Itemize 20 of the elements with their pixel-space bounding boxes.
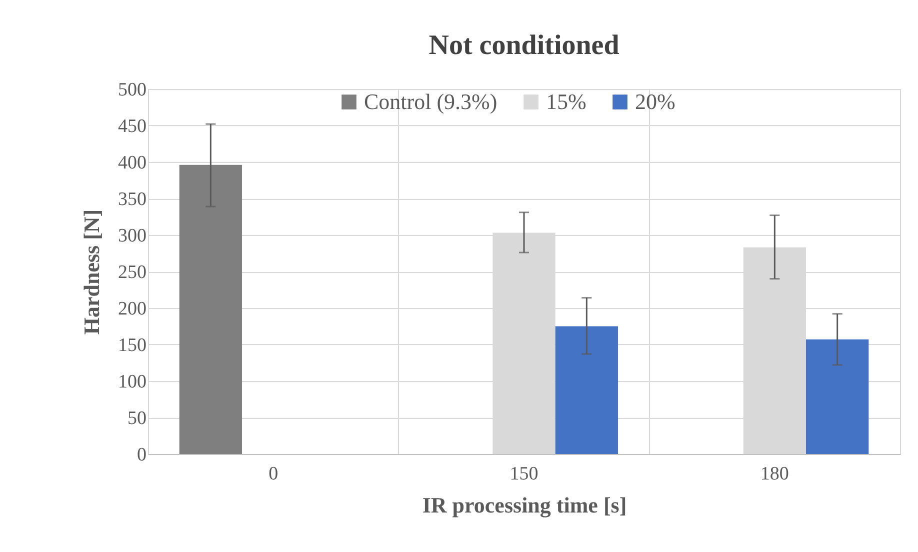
y-tick-label: 300 — [118, 226, 146, 246]
y-tick-label: 350 — [118, 189, 146, 210]
y-tick-label: 50 — [128, 408, 146, 429]
y-tick-label: 150 — [118, 335, 146, 356]
legend-label: 15% — [546, 89, 586, 114]
x-tick-label: 150 — [510, 464, 538, 484]
y-tick-label: 500 — [118, 80, 146, 100]
x-axis-title: IR processing time [s] — [422, 492, 627, 518]
x-tick-label: 180 — [760, 464, 789, 484]
y-axis-title: Hardness [N] — [79, 209, 104, 335]
y-tick-label: 250 — [118, 262, 146, 283]
y-tick-label: 0 — [137, 444, 146, 466]
y-tick-label: 200 — [118, 298, 146, 320]
chart-title: Not conditioned — [428, 30, 620, 61]
legend-label: 20% — [635, 89, 676, 114]
y-tick-label: 450 — [118, 116, 146, 137]
x-tick-label: 0 — [268, 464, 278, 484]
y-tick-label: 400 — [118, 152, 146, 174]
legend-label: Control (9.3%) — [364, 89, 498, 114]
y-tick-label: 100 — [118, 372, 146, 392]
